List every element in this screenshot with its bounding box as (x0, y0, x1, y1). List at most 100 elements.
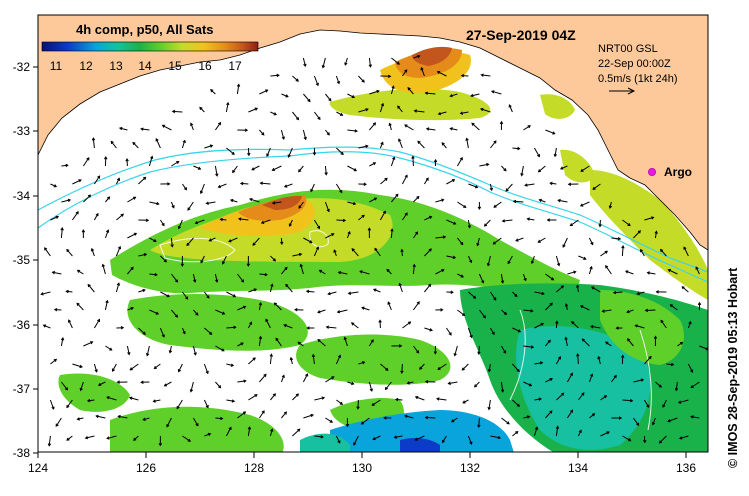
current-vector-head (419, 366, 423, 370)
current-vector-head (60, 337, 65, 341)
current-vector (545, 273, 554, 281)
current-vector-head (361, 214, 365, 218)
current-vector-head (199, 106, 203, 111)
current-vector-head (103, 156, 108, 160)
current-vector-head (528, 383, 533, 387)
current-vector-head (487, 368, 492, 373)
current-vector (292, 253, 302, 257)
current-vector (325, 376, 335, 383)
current-vector-head (486, 162, 490, 167)
current-vector-head (231, 151, 235, 155)
current-vector (149, 237, 157, 242)
current-vector (368, 57, 371, 67)
current-vector-head (209, 144, 214, 148)
current-vector (660, 249, 667, 257)
current-vector-head (205, 405, 209, 409)
current-vector-head (460, 241, 464, 246)
y-axis (33, 66, 38, 454)
current-vector-head (383, 416, 387, 420)
current-vector-head (564, 336, 568, 341)
current-vector (149, 273, 157, 276)
current-vector-head (573, 270, 577, 274)
current-vector-head (549, 302, 553, 306)
current-vector (248, 394, 258, 401)
sst-colorbar: 4h comp, p50, All Sats 11 12 13 14 15 16… (41, 22, 259, 73)
current-vector-head (653, 335, 658, 339)
current-vector (500, 273, 504, 283)
current-vector-head (481, 280, 485, 284)
current-vector-head (530, 260, 535, 265)
current-vector (683, 246, 689, 257)
current-vector (186, 237, 194, 246)
current-vector (269, 429, 273, 437)
current-vector (605, 341, 612, 347)
current-vector-head (534, 426, 539, 430)
current-vector-head (705, 347, 708, 351)
current-vector-head (142, 288, 146, 293)
current-vector (302, 129, 307, 140)
current-vector (344, 337, 348, 347)
current-vector-head (462, 400, 466, 404)
current-vector-head (53, 358, 58, 362)
current-vector (415, 396, 425, 401)
current-vector (266, 147, 271, 157)
current-vector (566, 409, 573, 419)
current-vector (437, 363, 447, 370)
current-vector-head (66, 404, 70, 409)
current-vector (679, 435, 689, 439)
current-vector (582, 338, 590, 347)
current-vector (155, 138, 161, 149)
current-vector (226, 147, 235, 155)
current-vector-head (625, 270, 629, 274)
current-vector (215, 381, 221, 389)
current-vector (270, 393, 276, 401)
current-vector-head (621, 245, 625, 249)
current-vector-head (658, 384, 662, 388)
current-vector-head (298, 205, 302, 209)
current-vector-head (499, 120, 504, 125)
current-vector (358, 108, 369, 113)
current-vector-head (333, 249, 337, 253)
current-vector-head (145, 218, 150, 222)
current-vector (460, 111, 469, 114)
current-vector-head (697, 301, 702, 306)
current-vector-head (311, 353, 316, 358)
current-vector (369, 90, 380, 95)
current-vector (204, 291, 210, 299)
current-vector-head (448, 332, 452, 336)
current-vector-head (425, 177, 429, 181)
current-vector-head (143, 253, 148, 257)
current-vector (567, 271, 576, 275)
current-vector (488, 399, 491, 410)
current-vector-head (569, 223, 573, 227)
current-vector (478, 417, 480, 428)
current-vector (435, 199, 444, 203)
current-vector (625, 270, 634, 275)
current-vector (335, 183, 343, 193)
current-vector-head (414, 437, 418, 441)
current-vector (215, 309, 225, 315)
current-vector (210, 89, 216, 95)
current-vector-head (205, 201, 209, 205)
current-vector (166, 417, 172, 427)
current-vector-head (382, 210, 386, 214)
current-vector-head (156, 201, 160, 206)
current-vector (489, 183, 493, 191)
current-vector-head (515, 238, 519, 242)
current-vector-head (617, 237, 622, 241)
current-vector-head (450, 419, 455, 423)
current-vector (225, 102, 229, 113)
current-vector (171, 273, 178, 283)
current-vector-head (176, 160, 180, 164)
current-vector (560, 165, 568, 170)
current-vector (346, 231, 351, 239)
current-vector (91, 248, 95, 257)
current-vector-head (127, 351, 131, 356)
current-vector-head (538, 198, 542, 203)
current-vector-head (608, 205, 613, 209)
current-vector (471, 122, 480, 131)
current-vector-head (555, 425, 560, 429)
current-vector-head (174, 314, 179, 318)
current-vector (176, 399, 183, 409)
current-vector (298, 201, 304, 209)
